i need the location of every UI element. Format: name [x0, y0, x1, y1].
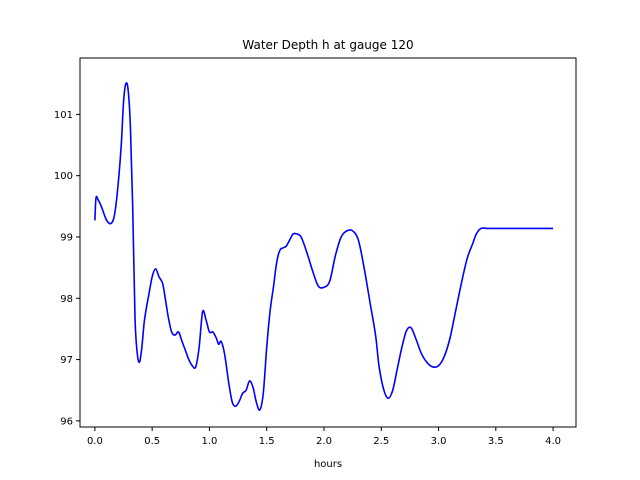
x-tick-label: 1.0	[201, 436, 217, 447]
x-axis: 0.0 0.5 1.0 1.5 2.0 2.5 3.0 3.5 4.0	[87, 427, 561, 447]
x-tick-label: 2.5	[373, 436, 389, 447]
x-tick-label: 0.5	[144, 436, 160, 447]
y-axis: 96 97 98 99 100 101	[54, 110, 80, 427]
y-tick-label: 98	[60, 294, 73, 305]
x-tick-label: 3.5	[488, 436, 504, 447]
x-tick-label: 2.0	[316, 436, 332, 447]
x-axis-label: hours	[314, 459, 342, 470]
y-tick-label: 100	[54, 171, 73, 182]
series-line-0	[94, 82, 554, 411]
y-tick-label: 97	[60, 355, 73, 366]
y-tick-label: 99	[60, 232, 73, 243]
axes-frame	[79, 57, 577, 428]
chart-title: Water Depth h at gauge 120	[242, 38, 413, 52]
x-tick-label: 1.5	[259, 436, 275, 447]
x-tick-label: 0.0	[87, 436, 103, 447]
x-tick-label: 3.0	[431, 436, 447, 447]
plot-area	[94, 82, 554, 411]
y-tick-label: 101	[54, 110, 73, 121]
x-tick-label: 4.0	[545, 436, 561, 447]
y-tick-label: 96	[60, 416, 73, 427]
